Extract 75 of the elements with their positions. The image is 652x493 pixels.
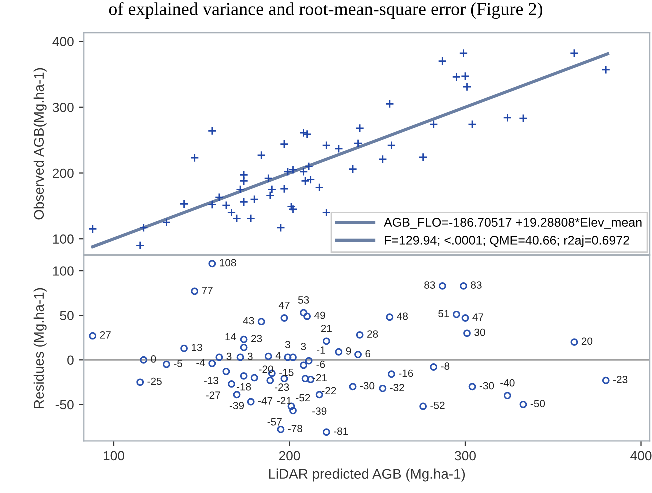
data-label: 47 [278,302,290,310]
data-label: 23 [252,335,262,342]
y-axis-title: Residues (Mg.ha-1) [34,288,47,408]
data-label: 9 [346,348,352,355]
data-label: -20 [259,366,274,374]
data-label: -81 [334,428,348,436]
data-label: -30 [480,382,494,390]
y-tick-label: 0 [68,356,74,366]
data-label: -8 [441,362,450,370]
data-label: 14 [226,333,236,340]
y-axis-title: Observed AGB(Mg.ha-1) [34,68,47,220]
data-label: 21 [321,325,332,332]
x-tick-label: 400 [630,451,652,461]
data-label: -30 [360,382,375,390]
data-label: -15 [280,369,294,376]
data-label: -22 [322,387,336,395]
data-label: 53 [298,296,310,304]
y-tick-label: -50 [56,400,74,410]
data-label: -39 [312,408,327,416]
data-label: 3 [301,343,306,350]
data-label: -47 [258,398,273,405]
data-label: -25 [148,378,162,386]
data-label: -1 [317,346,326,354]
data-label: -6 [316,360,326,368]
y-tick-label: 200 [53,168,74,178]
chart-title: of explained variance and root-mean-square error (Figure 2) [109,2,543,20]
legend-label: AGB_FLO=-186.70517 +19.28808*Elev_mean [384,218,642,230]
data-label: 30 [474,328,486,336]
data-label: 3 [248,352,253,360]
x-axis-title: LiDAR predicted AGB (Mg.ha-1) [269,468,466,482]
data-label: 27 [100,331,111,339]
data-label: 108 [220,259,236,267]
data-label: 43 [243,317,254,325]
y-tick-label: 100 [53,234,74,244]
data-label: 0 [151,356,156,363]
data-label: -39 [230,402,244,410]
y-tick-label: 100 [53,266,74,276]
data-label: -78 [288,425,302,432]
data-label: 83 [424,282,436,289]
annotation: F=129.94; <.0001; QME=40.66; r2aj=0.6972 [385,236,630,248]
data-label: 48 [397,312,408,320]
data-label: -21 [277,397,292,404]
data-label: 47 [472,314,484,321]
data-label: -32 [390,384,404,392]
data-label: -21 [312,374,328,382]
data-label: -57 [268,418,282,426]
data-label: 28 [368,330,378,338]
data-label: -23 [614,376,628,384]
data-label: -23 [275,384,290,392]
x-tick-label: 200 [279,451,300,461]
data-label: 83 [471,282,482,289]
data-label: 20 [582,338,593,346]
data-label: 51 [438,310,450,318]
data-label: -4 [196,359,206,366]
y-tick-label: 400 [52,37,74,46]
data-label: -27 [206,392,220,399]
data-label: -16 [399,370,414,378]
data-label: -50 [530,400,546,408]
data-label: -52 [430,402,445,410]
data-label: 3 [285,341,290,348]
x-tick-label: 300 [454,451,476,461]
x-tick-label: 100 [104,451,124,461]
data-label: -40 [500,379,515,387]
data-label: 13 [192,344,202,352]
y-tick-label: 50 [60,311,74,320]
data-label: 49 [314,312,326,320]
y-tick-label: 300 [52,102,74,112]
data-label: 4 [276,352,282,360]
data-label: -13 [204,376,219,384]
data-label: 77 [202,287,213,294]
data-label: 3 [226,352,232,360]
data-label: -52 [296,394,310,402]
data-label: -5 [174,360,182,368]
data-label: 6 [366,350,371,358]
data-label: -18 [236,383,252,391]
